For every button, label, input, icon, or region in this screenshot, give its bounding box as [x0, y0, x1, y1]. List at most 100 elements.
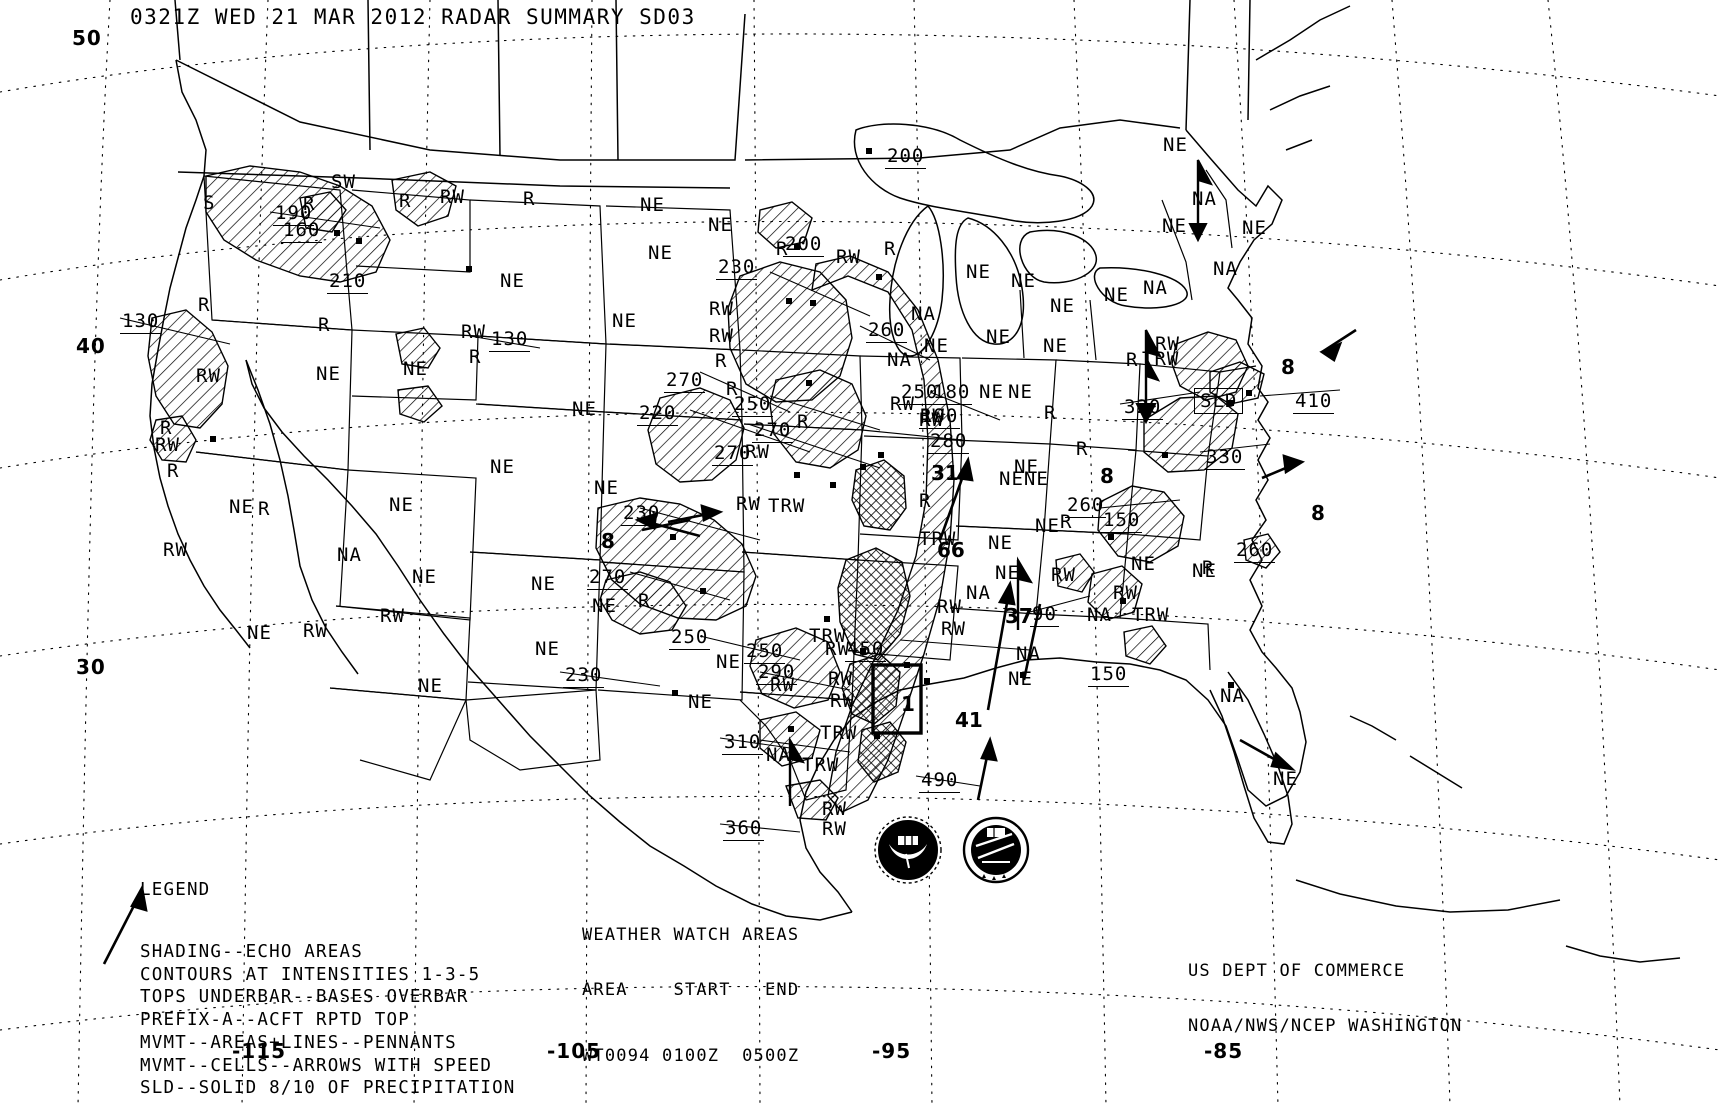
movement-pennants: [788, 159, 1214, 806]
legend-line-4: MVMT--AREAS+LINES--PENNANTS: [140, 1032, 457, 1053]
station-report-rw-77: RW: [163, 539, 188, 561]
station-report-ne-20: NE: [490, 456, 515, 478]
station-report-rw-96: RW: [822, 818, 847, 840]
station-report-na-41: NA: [911, 303, 936, 325]
station-report-rw-93: RW: [828, 668, 853, 690]
station-report-na-47: NA: [966, 582, 991, 604]
station-report-s-107: S: [203, 192, 216, 214]
station-report-rw-87: RW: [1051, 564, 1076, 586]
station-report-trw-105: TRW: [1132, 604, 1170, 626]
station-report-ne-18: NE: [403, 358, 428, 380]
station-report-ne-14: NE: [924, 335, 949, 357]
station-report-rw-84: RW: [920, 405, 945, 427]
station-report-rw-78: RW: [303, 620, 328, 642]
longitude-label-neg95: -95: [872, 1039, 912, 1063]
station-report-rw-89: RW: [937, 596, 962, 618]
echo-top-190-16: 190: [919, 405, 961, 429]
station-report-ne-27: NE: [412, 566, 437, 588]
station-report-trw-104: TRW: [1142, 348, 1180, 370]
longitude-label-neg105: -105: [547, 1039, 602, 1063]
station-report-rw-86: RW: [736, 493, 761, 515]
station-report-r-69: R: [919, 490, 932, 512]
station-report-r-71: R: [1202, 557, 1215, 579]
station-report-ne-35: NE: [1131, 553, 1156, 575]
station-report-ne-4: NE: [612, 310, 637, 332]
echo-top-150-32: 150: [1101, 509, 1143, 533]
station-report-ne-19: NE: [316, 363, 341, 385]
echo-top-290-22: 290: [756, 661, 798, 685]
echo-top-260-33: 260: [1234, 539, 1276, 563]
station-report-rw-85: RW: [745, 441, 770, 463]
station-report-ne-31: NE: [716, 651, 741, 673]
station-report-ne-38: NE: [1273, 768, 1298, 790]
station-report-trw-101: TRW: [809, 625, 847, 647]
station-report-rw-98: RW: [1155, 333, 1180, 355]
echo-top-250-14: 250: [899, 381, 941, 405]
station-report-ne-10: NE: [1242, 217, 1267, 239]
credit-block: US DEPT OF COMMERCE NOAA/NWS/NCEP WASHIN…: [1188, 926, 1462, 1071]
station-report-ne-0: NE: [640, 194, 665, 216]
station-report-r-56: R: [523, 188, 536, 210]
station-report-trw-99: TRW: [768, 495, 806, 517]
station-report-r-63: R: [715, 350, 728, 372]
legend-line-2: TOPS UNDERBAR--BASES OVERBAR: [140, 987, 469, 1008]
watch-table-title: WEATHER WATCH AREAS: [582, 924, 800, 945]
cell-speed-8-3: 8: [1100, 464, 1114, 488]
latitude-label-50: 50: [72, 26, 102, 50]
station-report-ne-12: NE: [986, 326, 1011, 348]
station-report-na-49: NA: [1220, 685, 1245, 707]
station-report-r-52: R: [198, 294, 211, 316]
legend-lines: SHADING--ECHO AREAS CONTOURS AT INTENSITI…: [140, 941, 516, 1100]
station-report-ne-26: NE: [592, 595, 617, 617]
latitude-label-40: 40: [76, 334, 106, 358]
radar-site-markers: [210, 148, 1252, 739]
station-report-na-51: NA: [1016, 643, 1041, 665]
station-report-rw-75: RW: [196, 365, 221, 387]
station-report-r-64: R: [726, 378, 739, 400]
station-report-ne-25: NE: [531, 573, 556, 595]
station-report-ne-36: NE: [1192, 560, 1217, 582]
station-report-r-70: R: [1060, 511, 1073, 533]
echo-top-250-20: 250: [669, 626, 711, 650]
echo-top-230-23: 230: [563, 664, 605, 688]
station-report-r-68: R: [1126, 349, 1139, 371]
station-report-na-45: NA: [887, 349, 912, 371]
echo-top-230-18: 230: [621, 502, 663, 526]
station-report-ne-28: NE: [535, 638, 560, 660]
station-report-ne-34: NE: [995, 562, 1020, 584]
station-report-r-67: R: [1076, 438, 1089, 460]
station-report-r-72: R: [638, 590, 651, 612]
station-report-rw-80: RW: [709, 298, 734, 320]
echo-top-260-8: 260: [866, 319, 908, 343]
longitude-label-neg85: -85: [1204, 1039, 1244, 1063]
station-report-ne-17: NE: [572, 398, 597, 420]
station-report-r-57: R: [469, 346, 482, 368]
cell-speed-31-4: 31: [931, 461, 959, 485]
station-report-na-43: NA: [1192, 188, 1217, 210]
station-report-r-58: R: [258, 498, 271, 520]
sld-marker-0: SLD: [1194, 388, 1244, 414]
credit-line-2: NOAA/NWS/NCEP WASHINGTON: [1188, 1016, 1463, 1037]
echo-top-250-10: 250: [732, 393, 774, 417]
legend-line-6: SLD--SOLID 8/10 OF PRECIPITATION: [140, 1078, 516, 1099]
arrow-gulf-2: [976, 736, 998, 801]
station-report-r-59: R: [167, 460, 180, 482]
cell-speed-1-8: 1: [901, 692, 915, 716]
noaa-seal: [874, 816, 942, 884]
station-report-rw-79: RW: [380, 605, 405, 627]
cell-speed-8-2: 8: [1311, 501, 1325, 525]
nws-seal: [962, 816, 1030, 884]
echo-top-260-31: 260: [1065, 494, 1107, 518]
station-report-rw-92: RW: [770, 674, 795, 696]
watch-table-columns: AREA START END: [582, 980, 800, 1001]
station-report-ne-1: NE: [708, 214, 733, 236]
watch-row-0: WT0094 0100Z 0500Z: [582, 1045, 800, 1066]
station-report-trw-102: TRW: [820, 722, 858, 744]
station-report-rw-91: RW: [825, 638, 850, 660]
station-report-ne-21: NE: [389, 494, 414, 516]
legend-heading: LEGEND: [140, 879, 211, 900]
echo-top-310-25: 310: [722, 731, 764, 755]
arrow-texas: [641, 518, 691, 532]
station-report-ne-15: NE: [1008, 381, 1033, 403]
